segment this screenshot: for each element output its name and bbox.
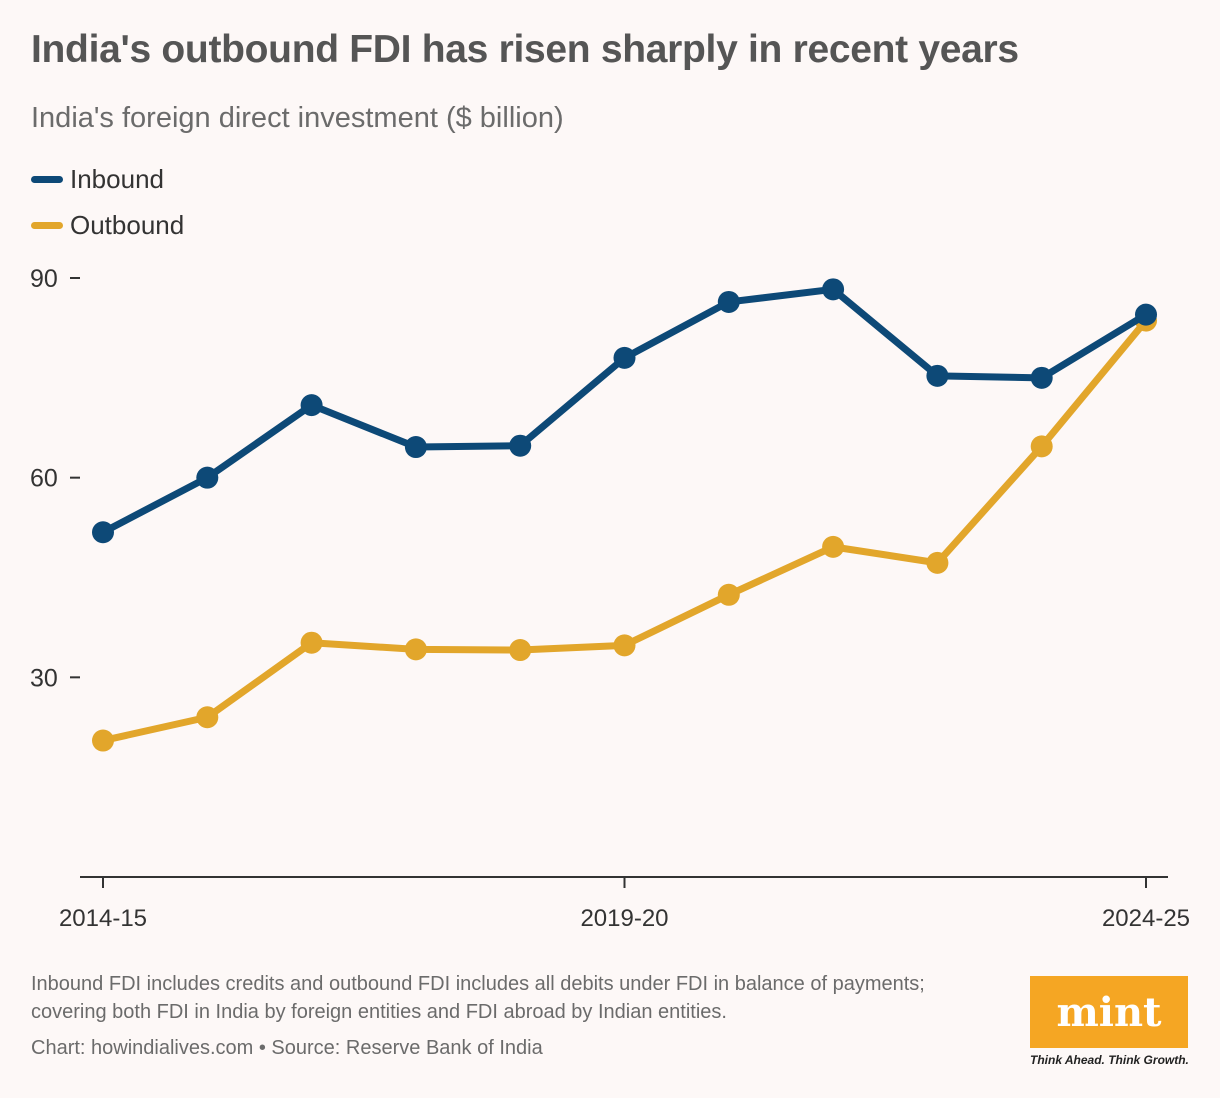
legend-item-outbound: Outbound	[31, 208, 184, 242]
data-point-outbound-2017-18	[404, 638, 427, 661]
x-tick-label-2014-15: 2014-15	[59, 905, 147, 932]
data-point-inbound-2023-24	[1030, 366, 1053, 389]
data-point-inbound-2016-17	[300, 394, 323, 417]
data-point-outbound-2023-24	[1030, 435, 1053, 458]
y-tick-label-30: 30	[30, 664, 58, 692]
data-point-inbound-2020-21	[717, 290, 740, 313]
footnote: Inbound FDI includes credits and outboun…	[31, 973, 925, 1023]
data-point-inbound-2018-19	[509, 434, 532, 457]
data-point-inbound-2019-20	[613, 346, 636, 369]
mint-logo-box: mint	[1030, 976, 1188, 1048]
data-point-outbound-2019-20	[613, 634, 636, 657]
x-tick-label-2024-25: 2024-25	[1102, 905, 1190, 932]
data-point-outbound-2020-21	[717, 583, 740, 606]
y-tick-label-60: 60	[30, 465, 58, 493]
data-point-outbound-2014-15	[92, 729, 114, 752]
chart-title: India's outbound FDI has risen sharply i…	[31, 28, 1019, 71]
mint-tagline: Think Ahead. Think Growth.	[1030, 1053, 1189, 1067]
y-tick-label-90: 90	[30, 265, 58, 293]
data-point-outbound-2018-19	[509, 639, 532, 662]
data-point-inbound-2024-25	[1135, 303, 1157, 326]
data-point-inbound-2022-23	[926, 364, 949, 387]
legend-item-inbound: Inbound	[31, 162, 184, 196]
legend-swatch-inbound	[31, 175, 63, 183]
x-tick-label-2019-20: 2019-20	[580, 905, 668, 932]
data-point-inbound-2014-15	[92, 521, 114, 544]
legend: Inbound Outbound	[31, 162, 184, 254]
legend-label-inbound: Inbound	[70, 163, 164, 194]
data-point-outbound-2022-23	[926, 551, 949, 574]
series-line-inbound	[99, 285, 1150, 536]
data-point-outbound-2021-22	[822, 535, 845, 558]
data-point-inbound-2021-22	[822, 278, 845, 301]
data-point-outbound-2015-16	[196, 706, 219, 729]
data-point-outbound-2016-17	[300, 631, 323, 654]
chart-subtitle: India's foreign direct investment ($ bil…	[31, 102, 564, 134]
data-point-inbound-2015-16	[196, 466, 219, 489]
legend-swatch-outbound	[31, 221, 63, 229]
legend-label-outbound: Outbound	[70, 209, 185, 240]
mint-logo: mint Think Ahead. Think Growth.	[1030, 976, 1190, 1067]
line-chart: 30 60 90 2014-15 2019-20 2024-25	[30, 265, 1190, 932]
series-line-outbound	[99, 317, 1150, 745]
data-point-inbound-2017-18	[404, 436, 427, 459]
source-line: Chart: howindialives.com • Source: Reser…	[31, 1037, 543, 1059]
